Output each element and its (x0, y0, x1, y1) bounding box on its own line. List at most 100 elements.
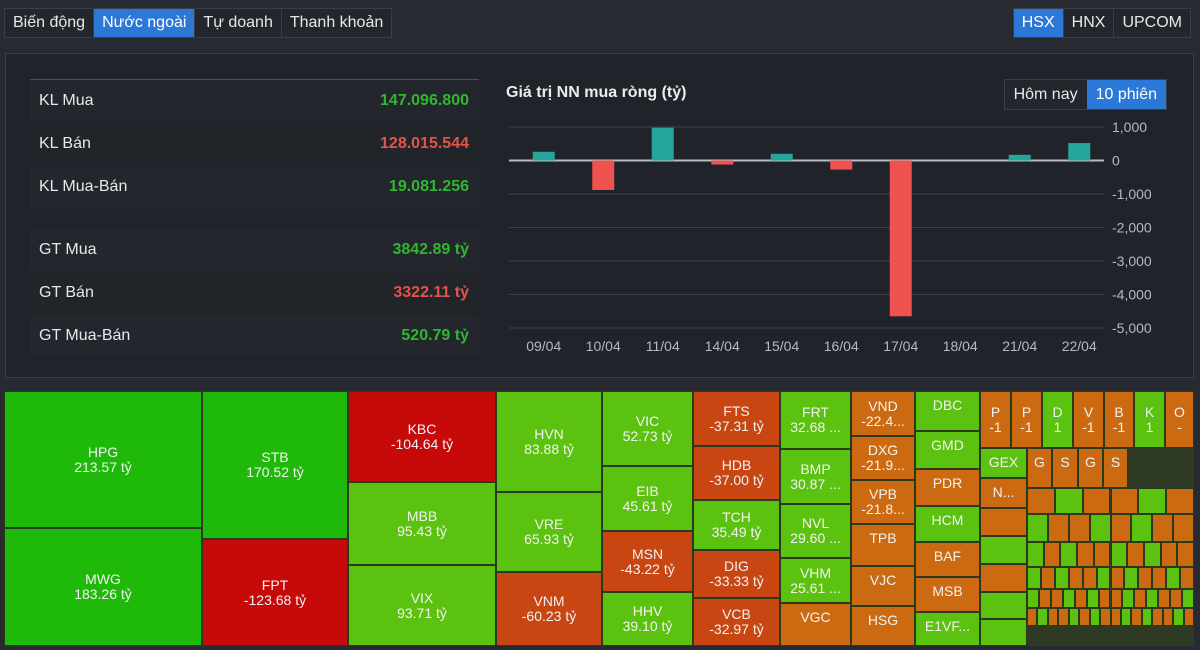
treemap-cell[interactable]: TPB (851, 524, 915, 566)
treemap-cell[interactable]: STB 170.52 tỷ (202, 391, 348, 539)
treemap-cell-small[interactable] (1110, 488, 1139, 514)
treemap-cell-small[interactable] (1177, 542, 1194, 567)
treemap-cell-small[interactable] (1027, 567, 1041, 589)
treemap-cell-small[interactable] (1093, 542, 1111, 567)
treemap-cell-small[interactable] (980, 592, 1027, 619)
treemap-cell-small[interactable] (1127, 542, 1144, 567)
treemap-cell[interactable]: NVL 29.60 ... (780, 504, 851, 558)
treemap-cell-small[interactable] (1110, 514, 1132, 542)
treemap-cell-small[interactable] (1079, 608, 1090, 626)
treemap-cell-small[interactable] (1050, 589, 1063, 608)
bar-16-04[interactable] (830, 160, 853, 170)
treemap-cell-small[interactable] (1131, 514, 1153, 542)
treemap-cell[interactable]: FTS -37.31 tỷ (693, 391, 780, 446)
treemap-cell-small[interactable] (1120, 608, 1132, 626)
exchange-hsx[interactable]: HSX (1013, 9, 1064, 37)
treemap-cell[interactable]: HPG 213.57 tỷ (4, 391, 202, 528)
range-today-button[interactable]: Hôm nay (1013, 86, 1078, 103)
treemap-cell-small[interactable] (1173, 514, 1194, 542)
tab-tu-doanh[interactable]: Tự doanh (195, 9, 282, 37)
treemap-cell[interactable]: VPB -21.8... (851, 480, 915, 524)
treemap-cell-small[interactable] (1170, 589, 1183, 608)
treemap-cell[interactable]: HDB -37.00 tỷ (693, 446, 780, 500)
treemap-cell-small[interactable] (1082, 567, 1097, 589)
treemap-cell-small[interactable] (1027, 488, 1055, 514)
treemap-cell-small[interactable] (1074, 589, 1087, 608)
treemap-cell[interactable]: O- (1165, 391, 1194, 448)
treemap-cell-small[interactable] (1068, 514, 1090, 542)
treemap-cell-small[interactable] (980, 536, 1027, 564)
bar-21-04[interactable] (1008, 154, 1031, 161)
treemap-cell-small[interactable] (1138, 567, 1153, 589)
treemap-cell[interactable]: MBB 95.43 tỷ (348, 482, 496, 565)
treemap-cell[interactable]: B -1 (1104, 391, 1134, 448)
treemap-cell-small[interactable] (1047, 608, 1059, 626)
treemap-cell[interactable]: G (1078, 448, 1103, 488)
treemap-cell-small[interactable] (1131, 608, 1142, 626)
treemap-cell-small[interactable] (1027, 514, 1048, 542)
treemap-cell[interactable]: BMP 30.87 ... (780, 449, 851, 504)
treemap-cell-small[interactable] (1037, 608, 1048, 626)
treemap-cell-small[interactable] (1089, 514, 1111, 542)
treemap-cell[interactable]: HSG (851, 606, 915, 646)
treemap-cell-small[interactable] (1054, 488, 1083, 514)
treemap-cell-small[interactable] (1054, 567, 1069, 589)
treemap-cell-small[interactable] (980, 619, 1027, 646)
treemap-cell-small[interactable] (1068, 567, 1083, 589)
treemap-cell[interactable]: MWG 183.26 tỷ (4, 528, 202, 646)
treemap-cell[interactable]: BAF (915, 542, 980, 577)
treemap-cell-small[interactable] (1100, 608, 1111, 626)
treemap-cell-small[interactable] (1146, 589, 1159, 608)
treemap-cell[interactable]: VGC (780, 603, 851, 646)
treemap-cell-small[interactable] (1110, 589, 1123, 608)
treemap-cell-small[interactable] (980, 564, 1027, 592)
exchange-upcom[interactable]: UPCOM (1122, 14, 1182, 31)
treemap-cell-small[interactable] (1098, 589, 1111, 608)
treemap-cell[interactable]: FPT -123.68 tỷ (202, 539, 348, 646)
treemap-cell[interactable]: TCH 35.49 tỷ (693, 500, 780, 550)
treemap-cell[interactable]: DBC (915, 391, 980, 431)
bar-17-04[interactable] (889, 160, 912, 317)
treemap-cell[interactable]: E1VF... (915, 612, 980, 646)
treemap-cell-small[interactable] (1027, 542, 1044, 567)
treemap-cell-small[interactable] (1141, 608, 1153, 626)
treemap-cell[interactable]: VIC 52.73 tỷ (602, 391, 693, 466)
treemap-cell-small[interactable] (1152, 608, 1163, 626)
treemap-cell[interactable]: S (1103, 448, 1128, 488)
treemap-cell-small[interactable] (1060, 542, 1078, 567)
treemap-cell[interactable]: VIX 93.71 tỷ (348, 565, 496, 646)
treemap-cell-small[interactable] (1173, 608, 1184, 626)
treemap-cell-small[interactable] (1122, 589, 1135, 608)
treemap-cell-small[interactable] (1068, 608, 1080, 626)
treemap-cell[interactable]: VHM 25.61 ... (780, 558, 851, 603)
treemap-cell[interactable]: VND -22.4... (851, 391, 915, 436)
treemap-cell-small[interactable] (1166, 567, 1181, 589)
treemap-cell-small[interactable] (1152, 514, 1174, 542)
bar-14-04[interactable] (711, 160, 734, 165)
treemap-cell[interactable]: DIG -33.33 tỷ (693, 550, 780, 598)
treemap-cell[interactable]: GEX (980, 448, 1027, 478)
treemap-cell-small[interactable] (1180, 567, 1194, 589)
treemap-cell[interactable]: G (1027, 448, 1052, 488)
bar-22-04[interactable] (1068, 143, 1091, 161)
treemap-cell-small[interactable] (1166, 488, 1194, 514)
treemap-cell-small[interactable] (1160, 542, 1178, 567)
treemap-cell-small[interactable] (1138, 488, 1167, 514)
treemap-cell-small[interactable] (1027, 608, 1038, 626)
treemap-cell-small[interactable] (1110, 608, 1121, 626)
treemap-cell-small[interactable] (980, 508, 1027, 536)
treemap-cell-small[interactable] (1027, 589, 1039, 608)
treemap-cell-small[interactable] (1086, 589, 1099, 608)
treemap-cell-small[interactable] (1096, 567, 1111, 589)
treemap-cell[interactable]: N... (980, 478, 1027, 508)
treemap-cell[interactable]: KBC -104.64 tỷ (348, 391, 496, 482)
bar-09-04[interactable] (532, 151, 555, 161)
treemap-cell[interactable]: FRT 32.68 ... (780, 391, 851, 449)
treemap-cell[interactable]: HHV 39.10 tỷ (602, 592, 693, 646)
treemap-cell-small[interactable] (1124, 567, 1139, 589)
treemap-cell-small[interactable] (1182, 589, 1194, 608)
tab-nuoc-ngoai[interactable]: Nước ngoài (94, 9, 196, 37)
treemap-cell-small[interactable] (1183, 608, 1194, 626)
